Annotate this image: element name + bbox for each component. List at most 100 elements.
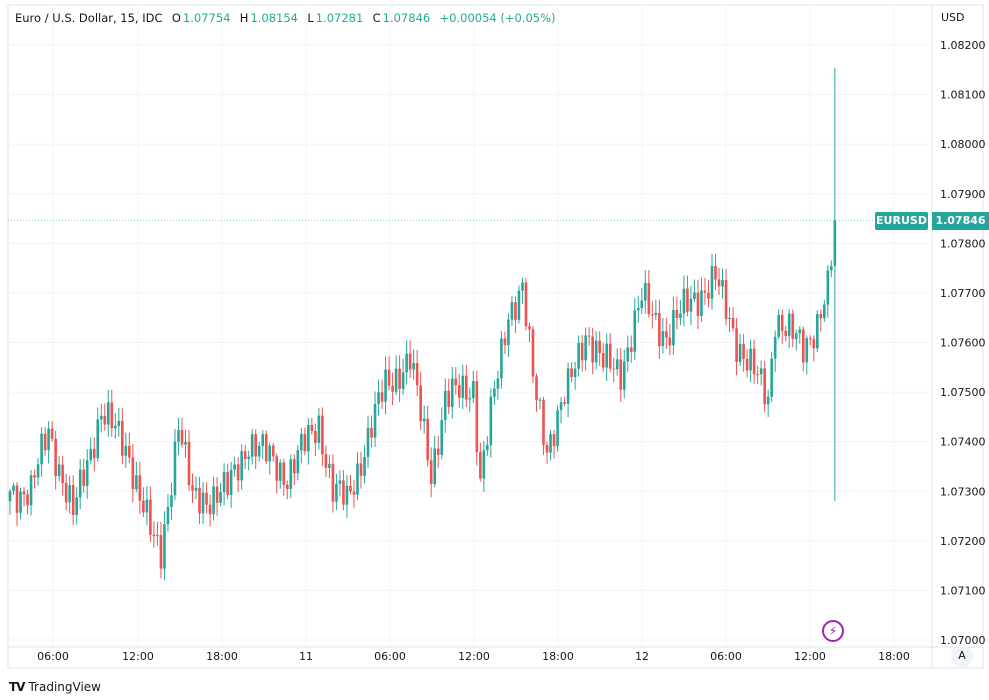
- low-label: L: [307, 11, 314, 25]
- candle-body: [507, 319, 510, 345]
- candle-body: [219, 492, 222, 503]
- candle-body: [110, 402, 114, 429]
- last-price-tag: 1.07846: [932, 212, 989, 230]
- candle-body: [33, 475, 36, 478]
- candle-body: [370, 427, 373, 438]
- candle-body: [106, 402, 110, 425]
- candle-body: [71, 485, 75, 516]
- candle-body: [401, 372, 405, 389]
- candle-body: [745, 358, 749, 371]
- candle-body: [240, 451, 243, 481]
- open-label: O: [171, 11, 181, 25]
- candle-body: [721, 280, 724, 287]
- x-tick-label: 06:00: [374, 650, 406, 663]
- candle-body: [622, 361, 626, 390]
- candle-body: [275, 456, 279, 481]
- x-tick-label: 12:00: [794, 650, 826, 663]
- candle-body: [700, 290, 703, 316]
- candle-body: [47, 428, 50, 451]
- close-label: C: [372, 11, 381, 25]
- candle-body: [61, 464, 64, 483]
- candle-body: [612, 368, 616, 370]
- candle-body: [605, 343, 608, 368]
- candle-body: [300, 433, 303, 451]
- y-tick-label: 1.07300: [940, 485, 986, 498]
- candle-body: [686, 288, 689, 312]
- candle-body: [422, 418, 426, 422]
- candle-body: [528, 326, 531, 330]
- candle-body: [89, 448, 93, 461]
- lightning-icon[interactable]: ⚡: [822, 620, 844, 642]
- candle-body: [85, 460, 89, 486]
- candle-body: [816, 314, 819, 349]
- candle-body: [833, 220, 837, 267]
- candle-body: [443, 390, 447, 420]
- candle-body: [591, 336, 594, 363]
- candle-body: [538, 399, 542, 401]
- candle-body: [552, 434, 556, 447]
- candle-body: [531, 329, 535, 377]
- x-tick-label: 18:00: [878, 650, 910, 663]
- candle-body: [36, 464, 40, 478]
- auto-scale-button[interactable]: A: [951, 645, 973, 667]
- candle-body: [307, 424, 310, 452]
- candle-body: [222, 471, 226, 493]
- symbol-tag: EURUSD: [875, 212, 928, 230]
- candle-body: [412, 363, 415, 370]
- candle-body: [801, 329, 805, 363]
- candle-body: [426, 418, 429, 461]
- candle-body: [429, 460, 433, 485]
- candle-body: [215, 486, 219, 503]
- candle-body: [366, 427, 370, 457]
- candle-body: [314, 431, 317, 443]
- candle-body: [749, 348, 752, 371]
- candle-body: [738, 343, 742, 362]
- candle-body: [587, 335, 591, 337]
- candle-body: [566, 368, 570, 404]
- candle-body: [542, 399, 545, 445]
- candle-body: [415, 363, 419, 386]
- candle-body: [742, 343, 745, 359]
- candle-body: [454, 378, 458, 386]
- candle-body: [173, 441, 177, 496]
- candle-body: [373, 403, 377, 438]
- candle-body: [766, 396, 770, 405]
- candle-body: [601, 352, 605, 368]
- candle-body: [672, 310, 675, 346]
- candle-body: [419, 385, 422, 422]
- candle-body: [580, 342, 584, 361]
- candle-body: [447, 390, 451, 407]
- candle-body: [187, 441, 191, 486]
- change-value: +0.00054 (+0.05%): [439, 11, 556, 25]
- candle-body: [201, 492, 205, 514]
- high-label: H: [239, 11, 249, 25]
- y-tick-label: 1.07400: [940, 436, 986, 449]
- candle-body: [500, 338, 503, 379]
- candle-body: [184, 441, 187, 445]
- candle-body: [324, 454, 328, 468]
- candle-body: [191, 485, 194, 491]
- candle-body: [823, 304, 826, 319]
- candle-body: [573, 368, 577, 378]
- candle-body: [668, 337, 672, 346]
- candle-body: [114, 425, 117, 429]
- candle-body: [619, 359, 623, 390]
- candle-body: [356, 463, 359, 495]
- candle-body: [142, 500, 145, 513]
- candle-body: [96, 419, 100, 459]
- candle-body: [651, 314, 654, 316]
- candle-body: [229, 469, 233, 495]
- candle-body: [135, 475, 138, 490]
- tradingview-logo[interactable]: TV TradingView: [9, 680, 101, 694]
- candle-body: [19, 491, 22, 513]
- candle-body: [514, 302, 517, 320]
- candle-body: [598, 340, 601, 353]
- candle-body: [338, 480, 342, 484]
- candle-body: [212, 486, 215, 515]
- candle-body: [717, 279, 721, 287]
- candle-body: [794, 333, 798, 340]
- candle-body: [493, 388, 496, 397]
- candle-body: [159, 535, 163, 569]
- candle-body: [335, 483, 338, 502]
